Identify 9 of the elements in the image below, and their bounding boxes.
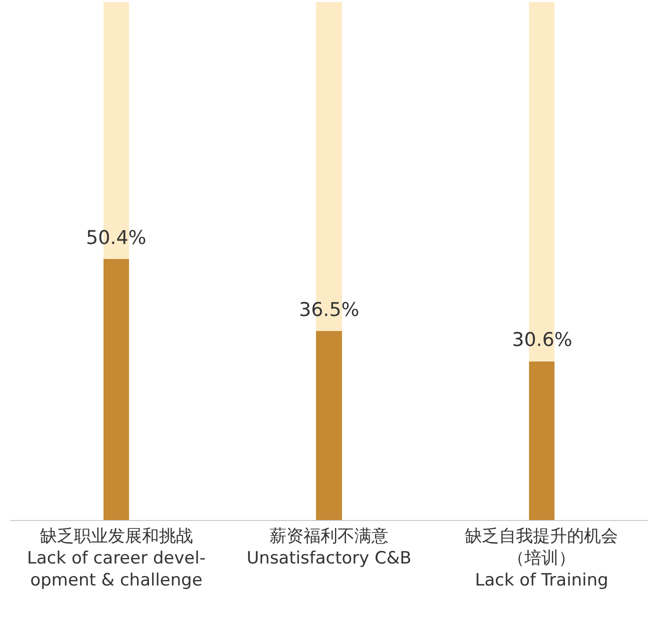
x-tick-label: 缺乏职业发展和挑战 Lack of career devel- opment & challenge: [27, 526, 206, 591]
bar: [316, 330, 342, 520]
x-tick-label: 缺乏自我提升的机会（培训） Lack of Training: [465, 526, 618, 591]
data-label: 36.5%: [299, 299, 360, 321]
bar: [104, 258, 130, 520]
x-tick-label: 薪资福利不满意 Unsatisfactory C&B: [246, 526, 412, 568]
data-label: 50.4%: [86, 227, 146, 249]
bar: [528, 361, 554, 520]
data-label: 30.6%: [512, 329, 572, 351]
